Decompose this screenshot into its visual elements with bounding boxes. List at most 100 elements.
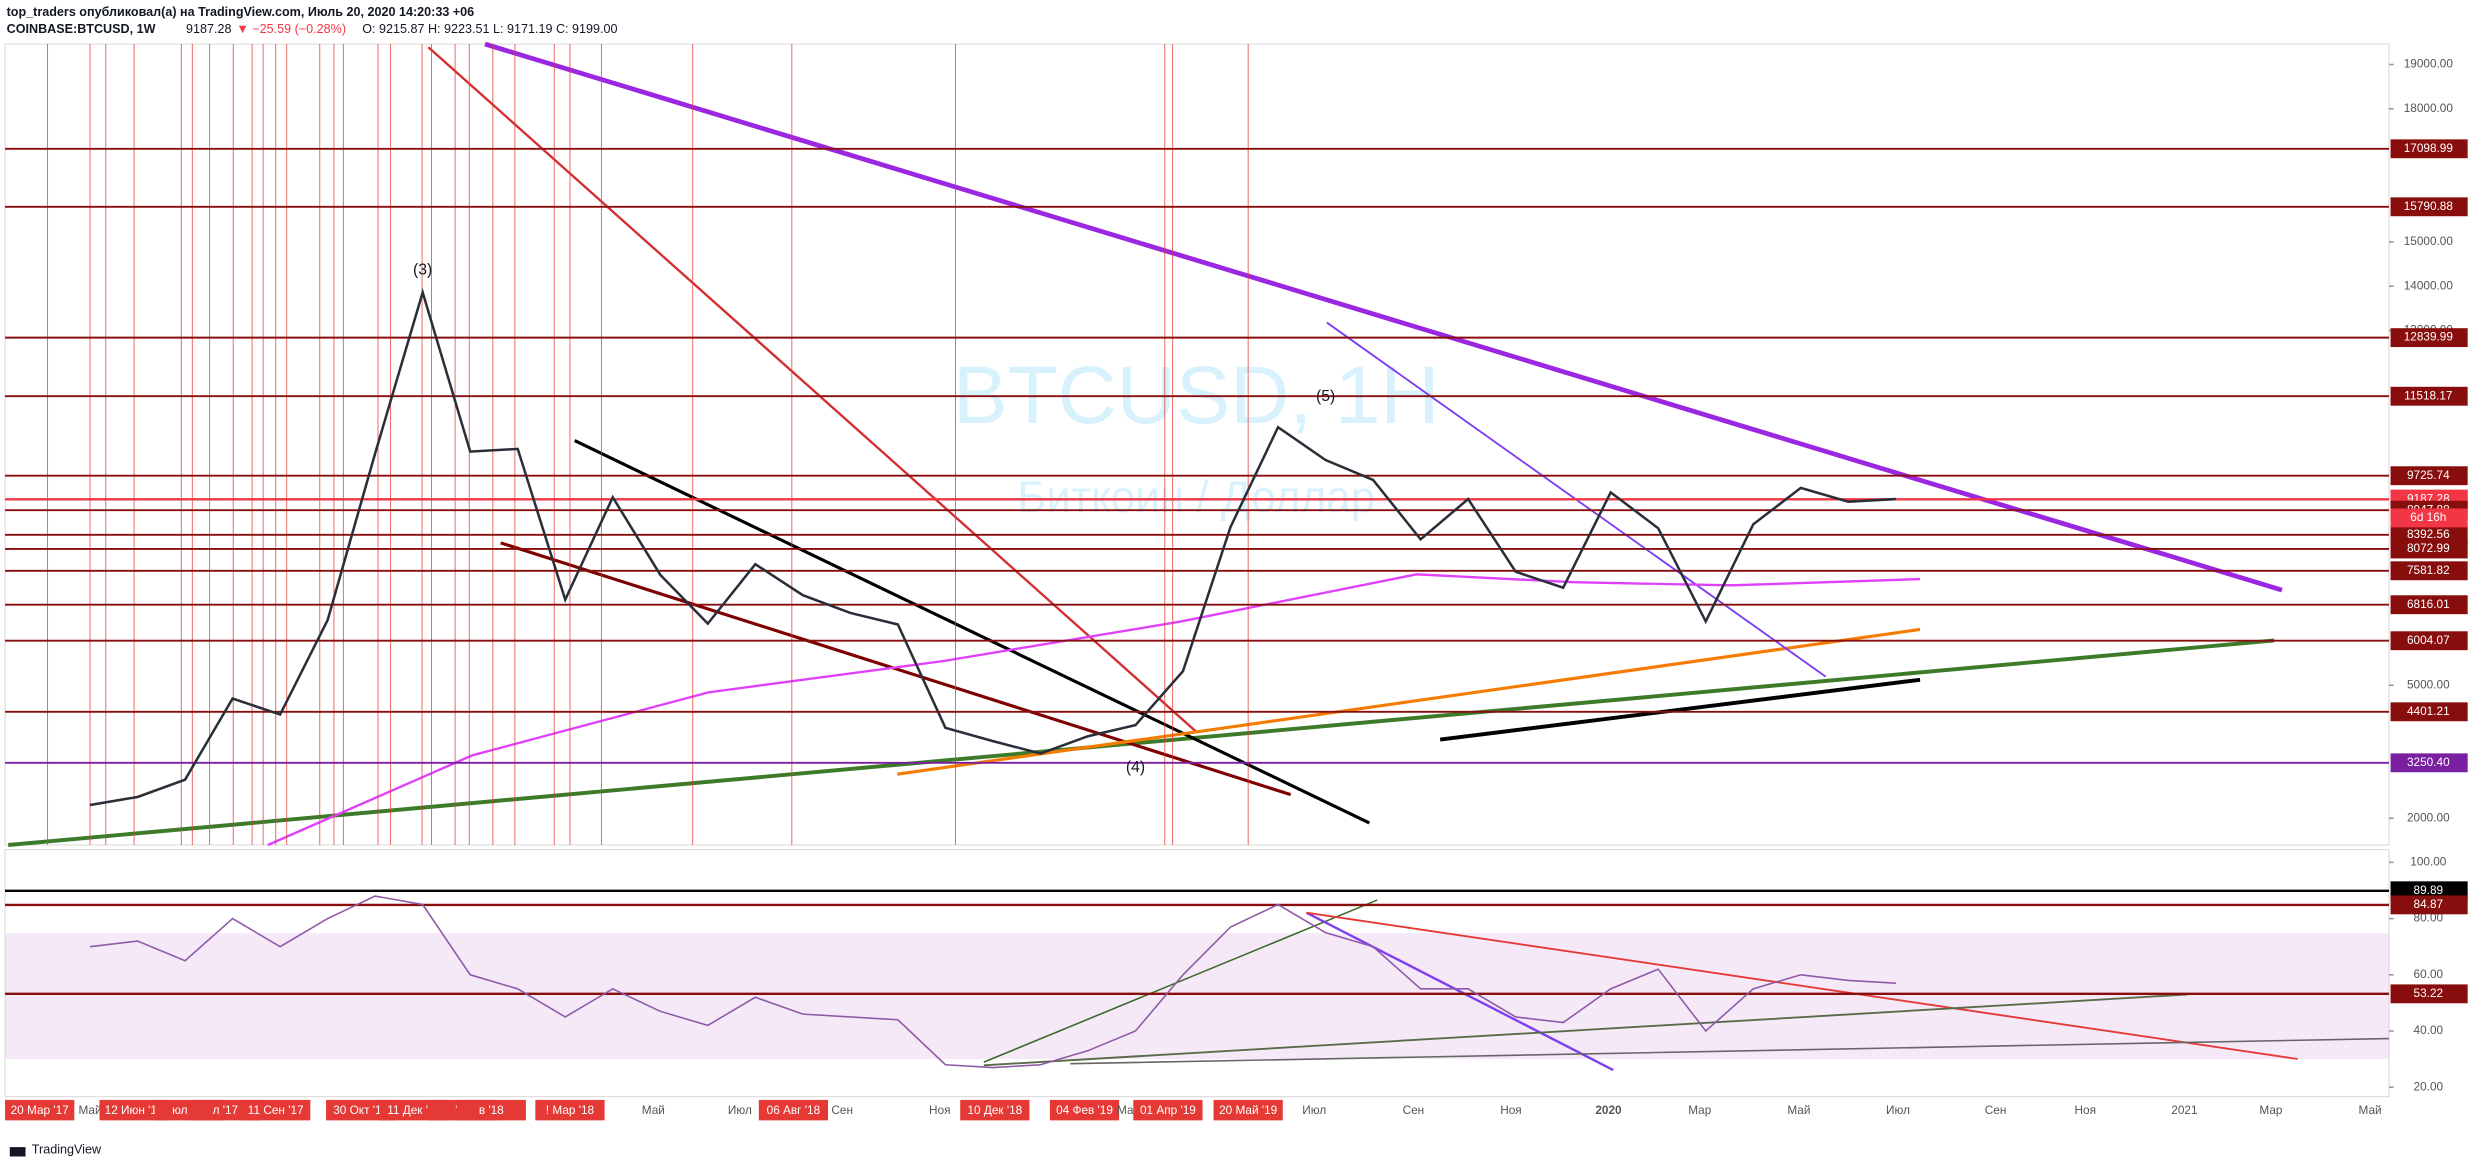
y-tick-label: 18000.00: [2404, 101, 2454, 115]
level-badge: [2390, 328, 2468, 348]
time-badge: [535, 1099, 605, 1121]
level-label: 4401.21: [2407, 704, 2450, 718]
x-tick-label: Май: [1787, 1103, 1810, 1117]
x-tick-label: 2021: [2171, 1103, 2197, 1117]
footer-brand: TradingView: [32, 1143, 102, 1157]
trend-line: [1439, 677, 1921, 742]
symbol: COINBASE:BTCUSD, 1W: [7, 22, 156, 36]
x-tick-label: Ноя: [1500, 1103, 1521, 1117]
watermark-description: Биткоин / Доллар: [1017, 473, 1375, 522]
level-label: 12839.99: [2404, 330, 2453, 344]
y-tick-label: 15000.00: [2404, 234, 2454, 248]
rsi-tick-label: 20.00: [2414, 1079, 2444, 1093]
x-tick-label: 10 Дек '18: [967, 1103, 1022, 1117]
x-tick-label: Мар: [2259, 1103, 2283, 1117]
trend-line: [897, 627, 1921, 776]
x-tick-label: Июл: [1302, 1103, 1326, 1117]
rsi-band: [5, 933, 2389, 1059]
time-badge: [99, 1099, 169, 1121]
rsi-trend-line: [1306, 911, 2298, 1060]
trend-line: [574, 439, 1371, 825]
x-tick-label: Сен: [1403, 1103, 1425, 1117]
x-tick-label: Май: [2359, 1103, 2382, 1117]
level-label: 8392.56: [2407, 527, 2450, 541]
level-badge: [2390, 539, 2468, 559]
time-badge: [1213, 1099, 1283, 1121]
time-badge: [1133, 1099, 1203, 1121]
moving-average: [267, 573, 1921, 847]
x-tick-label: ! Мар '18: [546, 1103, 595, 1117]
rsi-tick-label: 100.00: [2410, 854, 2447, 868]
y-tick-label: 14000.00: [2404, 278, 2454, 292]
rsi-tick-label: 40.00: [2414, 1023, 2444, 1037]
x-tick-label: 11 Дек '17: [387, 1103, 441, 1117]
x-tick-label: Сен: [831, 1103, 853, 1117]
x-tick-label: Июл: [728, 1103, 752, 1117]
level-badge: [2390, 631, 2468, 651]
level-badge: [2390, 753, 2468, 773]
x-tick-label: 11 Сен '17: [248, 1103, 304, 1117]
rsi-level-badge: [2390, 895, 2468, 915]
author-line: top_traders опубликовал(а) на TradingVie…: [7, 5, 475, 19]
x-tick-label: Июл: [1886, 1103, 1910, 1117]
level-badge: [2390, 525, 2468, 545]
rsi-level-badge: [2390, 984, 2468, 1004]
level-label: 11518.17: [2404, 388, 2452, 402]
x-tick-label: Ноя: [2075, 1103, 2096, 1117]
x-tick-label: 04 Фев '19: [1056, 1103, 1113, 1117]
x-tick-label: Май: [642, 1103, 665, 1117]
time-badge: [960, 1099, 1030, 1121]
time-badge: [326, 1099, 396, 1121]
wave-label: (5): [1316, 388, 1335, 405]
x-tick-label: Май: [78, 1103, 101, 1117]
y-tick-label: 5000.00: [2407, 677, 2450, 691]
trend-line: [500, 541, 1292, 797]
x-tick-label: 30 Окт '17: [333, 1103, 388, 1117]
level-badge: [2390, 139, 2468, 159]
rsi-level-label: 84.87: [2414, 897, 2444, 911]
rsi-trend-line: [1305, 911, 1614, 1072]
countdown: 6d 16h: [2410, 510, 2446, 524]
rsi-trend-line: [1070, 1037, 2390, 1065]
price-line: [89, 287, 1896, 807]
x-tick-label: Мар: [1688, 1103, 1712, 1117]
rsi-tick-label: 60.00: [2414, 967, 2444, 981]
level-badge: [2390, 386, 2468, 406]
x-tick-label: л '17: [213, 1103, 239, 1117]
level-label: 15790.88: [2404, 199, 2454, 213]
time-badge: [241, 1099, 311, 1121]
change: ▼ −25.59 (−0.28%): [236, 22, 346, 36]
level-badge: [2390, 561, 2468, 581]
x-tick-label: Сен: [1985, 1103, 2007, 1117]
level-label: 9725.74: [2407, 468, 2450, 482]
time-badge: [456, 1099, 526, 1121]
x-tick-label: 12 Июн '17: [105, 1103, 164, 1117]
rsi-line: [89, 895, 1896, 1069]
x-tick-label: 06 Авг '18: [767, 1103, 821, 1117]
drawings: [8, 41, 2390, 1072]
trend-line: [8, 638, 2275, 847]
rsi-level-label: 89.89: [2414, 883, 2444, 897]
wave-label: (4): [1126, 759, 1145, 776]
level-label: 7581.82: [2407, 563, 2450, 577]
price-pane: [4, 43, 2390, 846]
last-price: 9187.28: [186, 22, 231, 36]
level-label: 8072.99: [2407, 541, 2450, 555]
footer-logo: [9, 1147, 26, 1157]
rsi-trend-line: [983, 993, 2188, 1067]
x-tick-label: Ноя: [929, 1103, 950, 1117]
level-badge: [2390, 197, 2468, 217]
level-badge: [2390, 466, 2468, 486]
ohlc: O: 9215.87 H: 9223.51 L: 9171.19 C: 9199…: [362, 22, 617, 36]
y-tick-label: 19000.00: [2404, 57, 2454, 71]
x-tick-label: в '18: [479, 1103, 504, 1117]
x-tick-label: 20 Мар '17: [11, 1103, 69, 1117]
x-tick-label: 2020: [1595, 1103, 1622, 1117]
wave-label: (3): [413, 262, 432, 279]
rsi-pane: [4, 849, 2390, 1098]
level-label: 6816.01: [2407, 597, 2450, 611]
time-badge: [5, 1099, 75, 1121]
x-tick-label: 20 Май '19: [1219, 1103, 1277, 1117]
